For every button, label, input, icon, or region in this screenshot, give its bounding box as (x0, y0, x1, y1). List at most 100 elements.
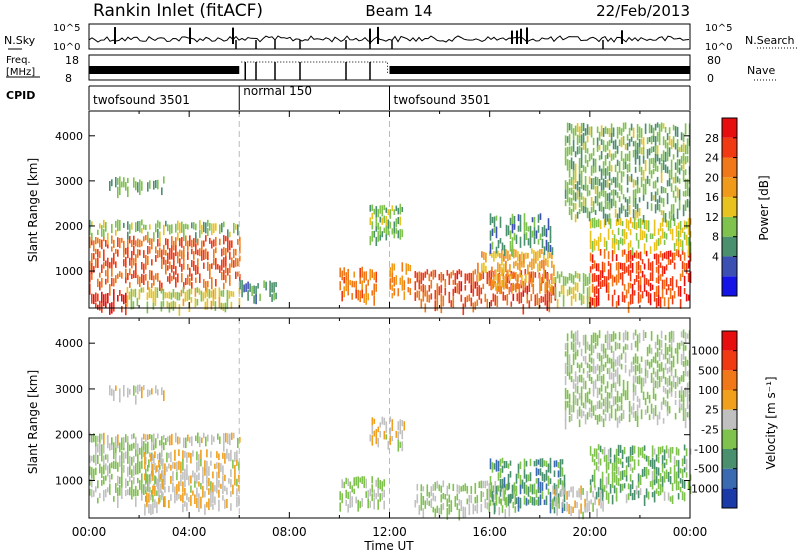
velocity-data-cell (556, 485, 558, 497)
velocity-data-cell (226, 499, 228, 509)
velocity-data-cell (600, 365, 603, 373)
power-data-cell (103, 294, 105, 307)
velocity-data-cell (580, 362, 583, 368)
velocity-data-cell (504, 485, 507, 495)
power-data-cell (599, 281, 602, 289)
velocity-data-cell (594, 342, 597, 349)
power-data-cell (654, 145, 657, 156)
power-data-cell (624, 209, 627, 218)
velocity-data-cell (222, 452, 224, 459)
power-data-cell (595, 263, 598, 272)
velocity-data-cell (627, 493, 630, 501)
power-data-cell (101, 225, 103, 237)
velocity-data-cell (592, 358, 595, 370)
power-data-cell (672, 190, 675, 198)
velocity-data-cell (535, 499, 538, 505)
power-data-cell (636, 142, 639, 155)
power-data-cell (213, 249, 215, 258)
velocity-data-cell (198, 493, 200, 503)
velocity-data-cell (143, 433, 145, 440)
velocity-data-cell (103, 476, 105, 485)
power-data-cell (675, 279, 678, 288)
velocity-data-cell (432, 506, 435, 513)
velocity-data-cell (617, 477, 620, 486)
power-data-cell (210, 300, 213, 310)
power-data-cell (162, 288, 165, 301)
velocity-data-cell (605, 476, 608, 489)
power-data-cell (610, 153, 613, 161)
power-data-cell (157, 179, 159, 190)
velocity-data-cell (145, 477, 147, 485)
power-data-cell (501, 258, 503, 266)
power-data-cell (576, 134, 579, 146)
velocity-data-cell (615, 448, 618, 461)
power-data-cell (472, 288, 475, 297)
velocity-data-cell (210, 481, 212, 493)
velocity-data-cell (172, 471, 174, 482)
velocity-data-cell (672, 355, 675, 368)
velocity-data-cell (482, 491, 485, 497)
velocity-data-cell (491, 462, 494, 473)
velocity-data-cell (670, 391, 673, 397)
power-data-cell (650, 158, 653, 164)
velocity-data-cell (666, 347, 669, 356)
velocity-data-cell (489, 489, 492, 497)
power-data-cell (679, 239, 682, 247)
power-data-cell (137, 221, 139, 232)
power-data-cell (687, 226, 690, 235)
power-data-cell (251, 286, 253, 297)
velocity-data-cell (154, 462, 156, 470)
power-data-cell (171, 253, 173, 260)
velocity-data-cell (649, 459, 652, 467)
power-data-cell (649, 233, 652, 239)
power-data-cell (420, 298, 423, 308)
velocity-data-cell (658, 363, 661, 372)
velocity-data-cell (155, 466, 157, 474)
power-data-cell (190, 288, 193, 295)
velocity-data-cell (440, 485, 443, 493)
power-data-cell (618, 161, 621, 173)
power-data-cell (233, 222, 235, 234)
power-data-cell (629, 294, 632, 305)
velocity-data-cell (488, 483, 491, 493)
power-data-cell (673, 242, 676, 251)
power-data-cell (345, 280, 347, 292)
velocity-data-cell (557, 470, 560, 478)
power-data-cell (516, 293, 519, 302)
power-data-cell (233, 260, 235, 268)
power-data-cell (501, 249, 503, 262)
power-data-cell (497, 273, 499, 285)
velocity-data-cell (553, 470, 556, 477)
power-data-cell (151, 270, 153, 281)
power-data-cell (389, 221, 392, 229)
power-data-cell (472, 280, 475, 290)
velocity-data-cell (416, 483, 419, 491)
velocity-data-cell (353, 477, 355, 487)
power-data-cell (387, 228, 390, 236)
velocity-data-cell (129, 389, 131, 395)
velocity-data-cell (489, 476, 492, 485)
power-data-cell (547, 218, 550, 231)
velocity-data-cell (558, 497, 560, 509)
velocity-data-cell (636, 396, 639, 402)
power-data-cell (141, 181, 143, 191)
velocity-data-cell (131, 443, 133, 451)
velocity-data-cell (194, 494, 196, 505)
velocity-data-cell (476, 503, 479, 514)
power-data-cell (107, 232, 109, 245)
power-data-cell (199, 230, 201, 238)
power-data-cell (515, 283, 517, 293)
velocity-data-cell (490, 482, 493, 492)
velocity-data-cell (383, 479, 385, 487)
velocity-data-cell (673, 464, 676, 477)
velocity-data-cell (616, 356, 619, 366)
velocity-data-cell (345, 499, 347, 506)
power-data-cell (513, 216, 516, 228)
power-data-cell (201, 240, 203, 251)
velocity-data-cell (588, 398, 591, 405)
velocity-data-cell (607, 492, 610, 504)
velocity-data-cell (685, 448, 688, 457)
velocity-data-cell (638, 332, 641, 344)
velocity-data-cell (507, 463, 510, 469)
velocity-data-cell (123, 385, 125, 397)
